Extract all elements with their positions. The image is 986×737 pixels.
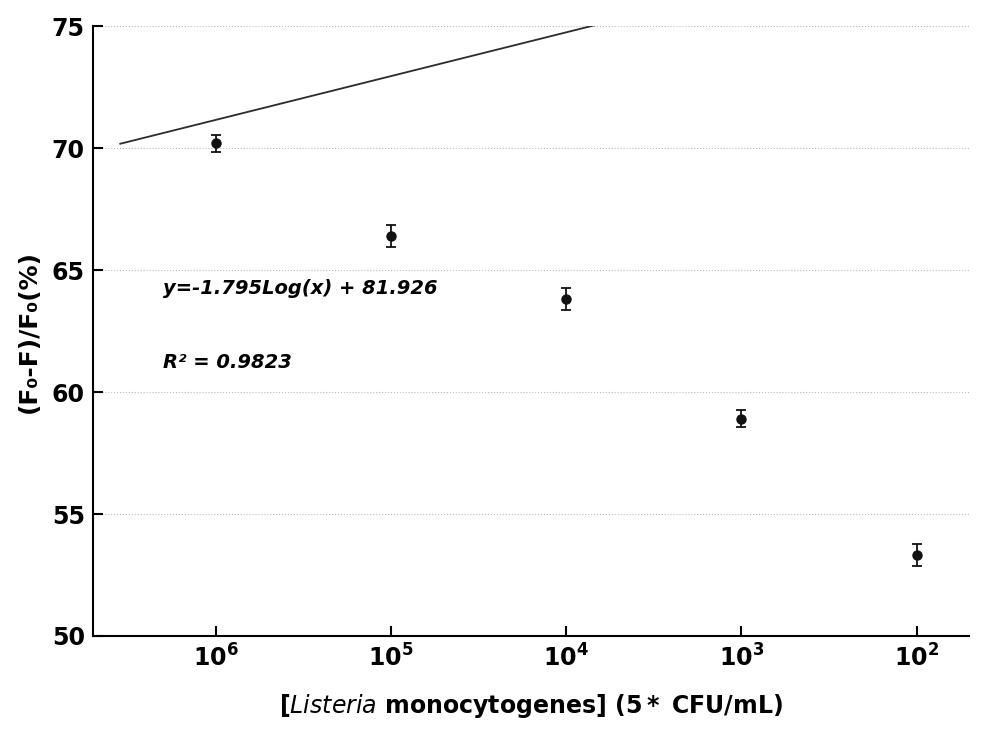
Text: R² = 0.9823: R² = 0.9823 — [164, 353, 292, 371]
Y-axis label: (F₀-F)/F₀(%): (F₀-F)/F₀(%) — [17, 250, 40, 413]
X-axis label: [$\it{Listeria}$ monocytogenes] ($\bf{5*}$ CFU/mL): [$\it{Listeria}$ monocytogenes] ($\bf{5*… — [279, 692, 783, 720]
Text: y=-1.795Log(x) + 81.926: y=-1.795Log(x) + 81.926 — [164, 279, 438, 298]
